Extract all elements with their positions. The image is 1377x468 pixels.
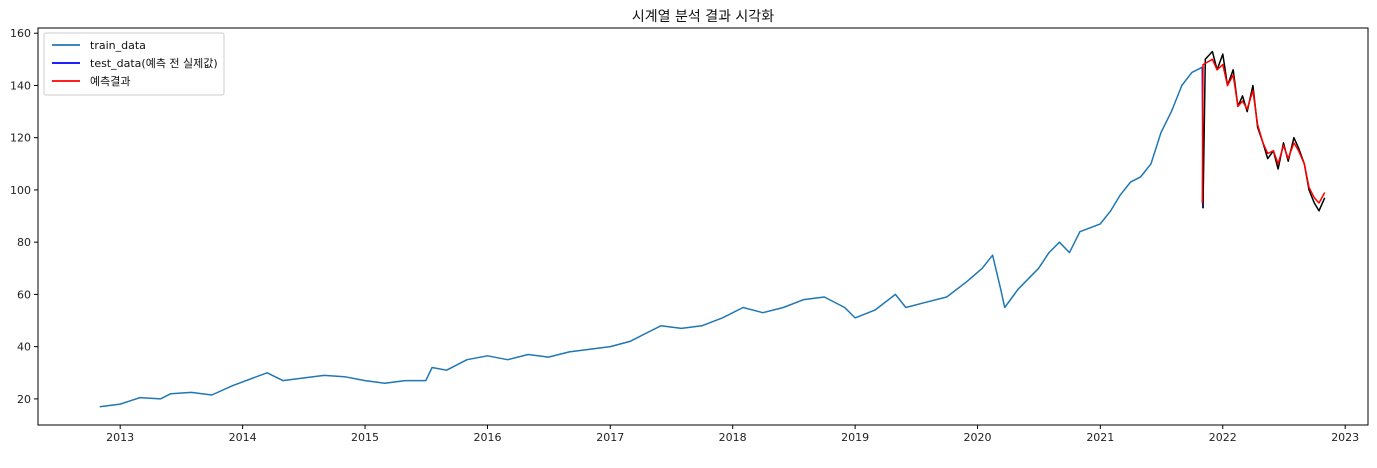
- legend-label-2: 예측결과: [90, 75, 130, 88]
- y-tick-label-160: 160: [10, 27, 31, 40]
- x-tick-label-2023: 2023: [1331, 431, 1359, 444]
- y-tick-label-60: 60: [17, 288, 31, 301]
- series-line-0: [99, 66, 1203, 408]
- series-layer: [99, 50, 1326, 408]
- plot-frame: [37, 27, 1369, 426]
- legend: train_data test_data(예측 전 실제값) 예측결과: [43, 32, 225, 96]
- x-tick-label-2019: 2019: [841, 431, 869, 444]
- y-tick-label-120: 120: [10, 132, 31, 145]
- series-line-2: [1202, 50, 1326, 212]
- x-tick-label-2017: 2017: [596, 431, 624, 444]
- y-tick-label-20: 20: [17, 393, 31, 406]
- x-tick-label-2014: 2014: [229, 431, 257, 444]
- x-tick-label-2021: 2021: [1086, 431, 1114, 444]
- x-tick-label-2016: 2016: [473, 431, 501, 444]
- axes-layer: 2013 2014 2015 2016 2017 2018 2019 2020 2021 2022…: [10, 27, 1369, 444]
- x-tick-label-2020: 2020: [964, 431, 992, 444]
- legend-label-1: test_data(예측 전 실제값): [90, 57, 218, 70]
- y-tick-label-140: 140: [10, 79, 31, 92]
- series-line-3: [1201, 58, 1326, 204]
- legend-label-0: train_data: [90, 39, 146, 52]
- y-tick-label-80: 80: [17, 236, 31, 249]
- y-tick-label-40: 40: [17, 341, 31, 354]
- chart-title: 시계열 분석 결과 시각화: [632, 9, 774, 25]
- legend-box: [43, 32, 225, 96]
- x-tick-label-2013: 2013: [106, 431, 134, 444]
- x-tick-label-2015: 2015: [351, 431, 379, 444]
- y-tick-label-100: 100: [10, 184, 31, 197]
- x-tick-label-2018: 2018: [719, 431, 747, 444]
- x-tick-label-2022: 2022: [1209, 431, 1237, 444]
